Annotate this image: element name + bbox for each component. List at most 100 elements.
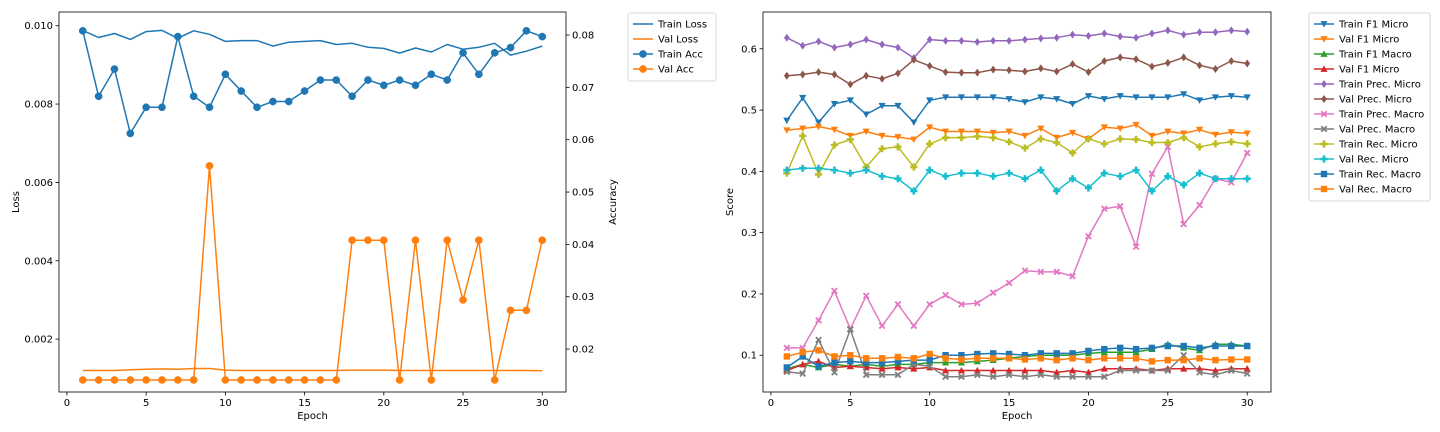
series-train-prec-micro <box>783 26 1251 62</box>
x-tick-label: 20 <box>1082 398 1095 409</box>
data-point <box>862 359 870 366</box>
data-point <box>284 376 293 384</box>
data-point <box>1037 268 1045 276</box>
data-point <box>831 368 838 376</box>
data-point <box>879 40 885 49</box>
data-point <box>926 356 933 364</box>
data-point <box>846 169 854 177</box>
data-point <box>783 364 791 371</box>
data-point <box>815 336 822 344</box>
data-point <box>379 236 388 245</box>
data-point <box>878 132 886 140</box>
data-point <box>815 68 822 77</box>
y-axis-label: Score <box>725 188 736 216</box>
data-point <box>831 353 838 360</box>
data-point <box>1006 66 1012 75</box>
data-point <box>1101 345 1108 353</box>
data-point <box>989 366 997 374</box>
y-tick-label-right: 0.06 <box>572 135 594 146</box>
data-point <box>847 358 854 365</box>
data-point <box>830 141 839 149</box>
data-point <box>1085 373 1092 381</box>
data-point <box>831 359 838 366</box>
data-point <box>958 373 965 381</box>
y-axis-right: 0.02 0.03 0.04 0.05 0.06 0.07 0.08 Accuracy <box>566 31 619 356</box>
series-line-train-prec-micro <box>786 29 1248 59</box>
data-point <box>799 70 806 79</box>
series-train-rec-macro <box>783 342 1251 371</box>
data-point <box>799 164 807 172</box>
data-point <box>1148 94 1156 101</box>
data-point <box>1164 26 1171 35</box>
y-tick-label: 0.2 <box>741 289 757 300</box>
legend-label: Val F1 Micro <box>1339 35 1399 46</box>
data-point <box>862 128 870 136</box>
data-point <box>1211 94 1220 101</box>
data-point <box>831 70 838 79</box>
data-point <box>1100 365 1108 372</box>
data-point <box>958 36 965 45</box>
legend-item: Val Acc <box>633 65 694 76</box>
data-point <box>1021 175 1029 183</box>
data-point <box>411 81 420 90</box>
legend-swatch-marker <box>1320 21 1328 28</box>
data-point <box>1021 267 1029 275</box>
data-point <box>973 299 981 307</box>
data-point <box>1195 143 1204 151</box>
data-point <box>1164 342 1172 350</box>
data-point <box>799 348 806 356</box>
data-point <box>1149 29 1155 38</box>
y-axis-label: Loss <box>11 191 22 213</box>
data-point <box>894 134 902 141</box>
data-point <box>1021 144 1029 152</box>
data-point <box>941 94 950 101</box>
data-point <box>926 124 934 131</box>
data-point <box>1164 172 1172 180</box>
data-point <box>1196 61 1203 70</box>
data-point <box>1196 368 1203 376</box>
data-point <box>1132 121 1140 129</box>
y-tick-label-right: 0.07 <box>572 83 594 94</box>
data-point <box>799 370 807 378</box>
data-point <box>1212 356 1219 364</box>
data-point <box>300 376 309 384</box>
data-point <box>1132 367 1140 374</box>
data-point <box>974 38 981 46</box>
data-point <box>1132 94 1140 101</box>
data-point <box>830 166 839 174</box>
data-point <box>973 371 981 379</box>
series-line-train-loss <box>82 29 543 56</box>
series-train-acc <box>78 26 547 138</box>
data-point <box>799 125 807 133</box>
data-point <box>1228 57 1235 65</box>
data-point <box>799 41 806 50</box>
data-point <box>1085 232 1092 240</box>
data-point <box>506 43 515 52</box>
data-point <box>490 376 499 384</box>
data-point <box>173 32 182 41</box>
data-point <box>1021 132 1029 140</box>
data-point <box>1053 33 1060 42</box>
data-point <box>989 94 997 101</box>
data-point <box>1227 138 1235 146</box>
x-tick-label: 20 <box>377 398 390 409</box>
legend-item: Val Rec. Micro <box>1314 155 1409 166</box>
data-point <box>990 36 997 45</box>
data-point <box>846 362 854 370</box>
data-point <box>926 35 933 44</box>
data-point <box>1132 243 1140 251</box>
legend-swatch-marker <box>1320 110 1328 118</box>
data-point <box>1037 135 1045 143</box>
data-point <box>831 43 838 52</box>
series-val-loss <box>82 367 543 372</box>
data-point <box>1005 279 1013 287</box>
legend-label: Train F1 Micro <box>1338 20 1408 31</box>
legend-swatch-marker <box>1320 185 1328 193</box>
data-point <box>1148 344 1156 352</box>
data-point <box>1117 53 1124 62</box>
legend: Train F1 Micro Val F1 Micro Train F1 Macro… <box>1308 12 1431 202</box>
data-point <box>1180 91 1188 98</box>
data-point <box>1037 125 1045 133</box>
y-tick-label: 0.002 <box>24 335 53 346</box>
legend-item: Train Prec. Macro <box>1314 110 1424 121</box>
